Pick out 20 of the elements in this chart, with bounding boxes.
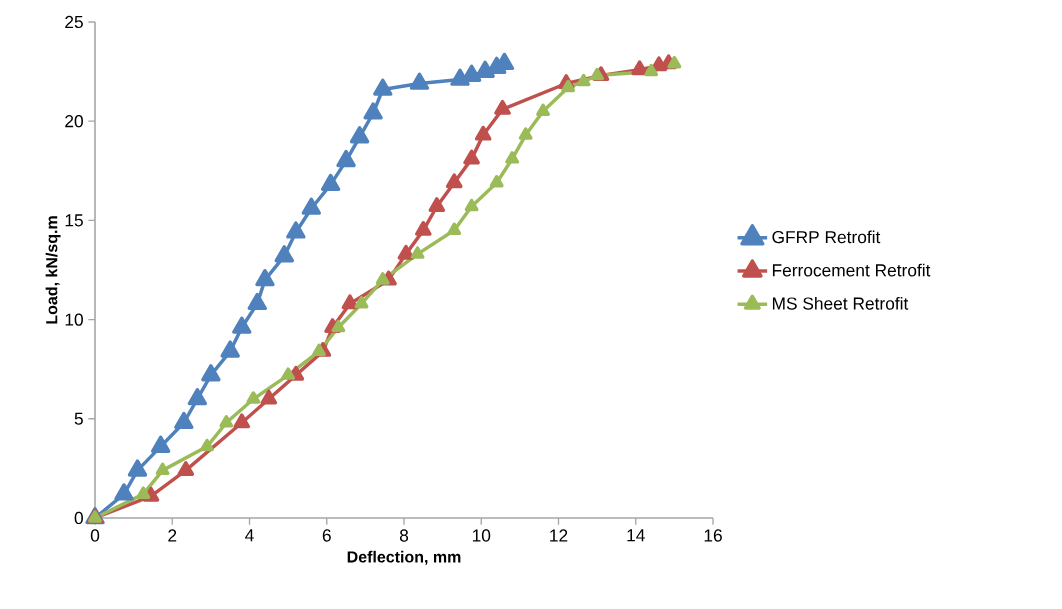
y-tick-label: 20 — [65, 115, 83, 128]
x-tick-label: 14 — [627, 529, 645, 542]
x-tick-label: 2 — [168, 529, 177, 542]
legend-label: MS Sheet Retrofit — [772, 296, 909, 310]
x-axis-title: Deflection, mm — [347, 550, 461, 565]
y-tick-label: 15 — [65, 214, 83, 227]
legend-label: Ferrocement Retrofit — [772, 263, 931, 277]
x-tick-label: 4 — [245, 529, 254, 542]
y-tick-label: 10 — [65, 313, 83, 326]
x-tick-label: 16 — [704, 529, 722, 542]
legend-label: GFRP Retrofit — [772, 230, 881, 244]
x-tick-label: 10 — [472, 529, 491, 542]
x-tick-label: 8 — [399, 529, 409, 542]
y-axis-title: Load, kN/sq.m — [45, 216, 61, 324]
y-tick-label: 25 — [65, 15, 83, 29]
x-tick-label: 12 — [550, 529, 568, 542]
x-tick-label: 6 — [322, 529, 331, 542]
y-tick-label: 5 — [74, 412, 83, 425]
y-tick-label: 0 — [74, 511, 83, 525]
x-tick-label: 0 — [90, 529, 100, 542]
